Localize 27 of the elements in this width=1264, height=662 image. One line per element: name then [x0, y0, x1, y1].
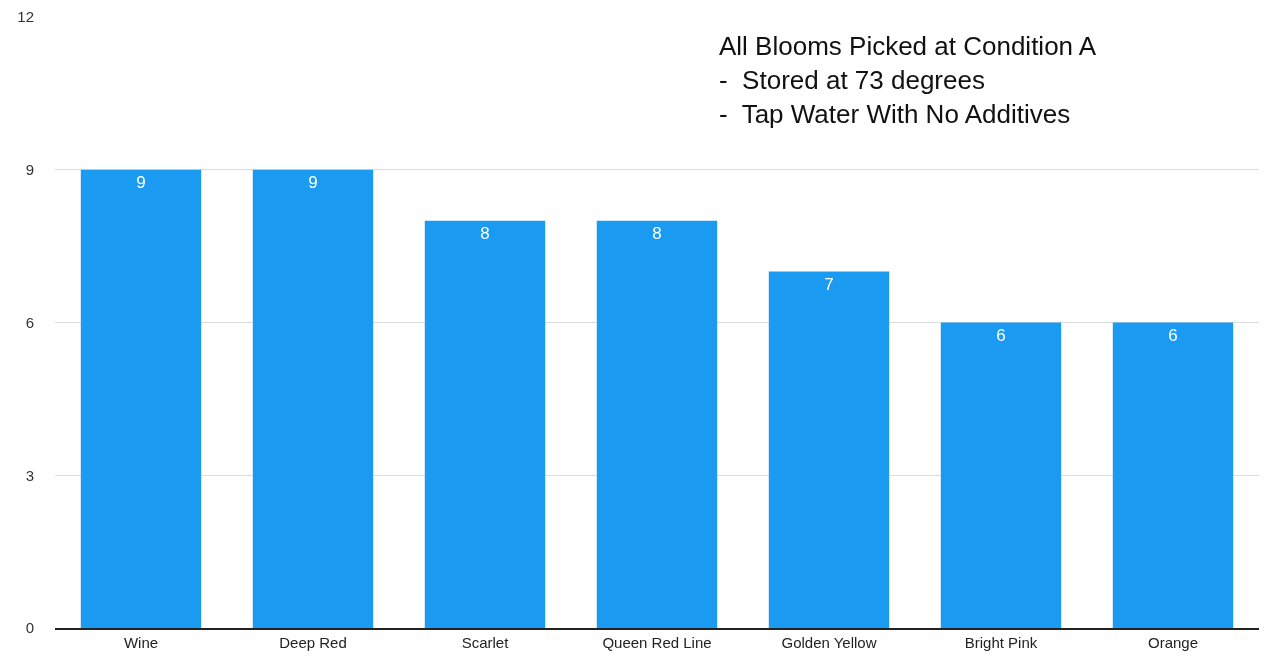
- annotation: All Blooms Picked at Condition A - Stored at 73 degrees - Tap Water With No Additives: [719, 31, 1097, 129]
- x-tick-label: Queen Red Line: [602, 633, 712, 651]
- data-label: 6: [996, 325, 1006, 345]
- y-tick-label: 9: [25, 161, 34, 178]
- bar: [940, 322, 1062, 628]
- bar: [80, 169, 202, 628]
- bar: [596, 220, 718, 628]
- bar: [424, 220, 546, 628]
- y-tick-label: 6: [25, 313, 34, 331]
- bar: [252, 169, 374, 628]
- bar: [1112, 322, 1234, 628]
- data-label: 8: [652, 223, 662, 243]
- x-tick-label: Golden Yellow: [781, 633, 877, 651]
- data-label: 9: [136, 172, 146, 192]
- data-label: 7: [824, 274, 834, 294]
- y-tick-label: 3: [25, 466, 34, 484]
- x-tick-label: Deep Red: [279, 633, 347, 651]
- x-tick-label: Wine: [123, 633, 159, 651]
- y-tick-label: 0: [25, 619, 34, 637]
- data-label: 6: [1168, 325, 1178, 345]
- y-tick-label: 12: [17, 8, 34, 26]
- x-tick-label: Scarlet: [461, 633, 510, 651]
- data-label: 8: [480, 223, 490, 243]
- data-label: 9: [308, 172, 318, 192]
- x-tick-label: Bright Pink: [964, 633, 1038, 651]
- bar: [768, 271, 890, 628]
- x-tick-label: Orange: [1147, 633, 1199, 651]
